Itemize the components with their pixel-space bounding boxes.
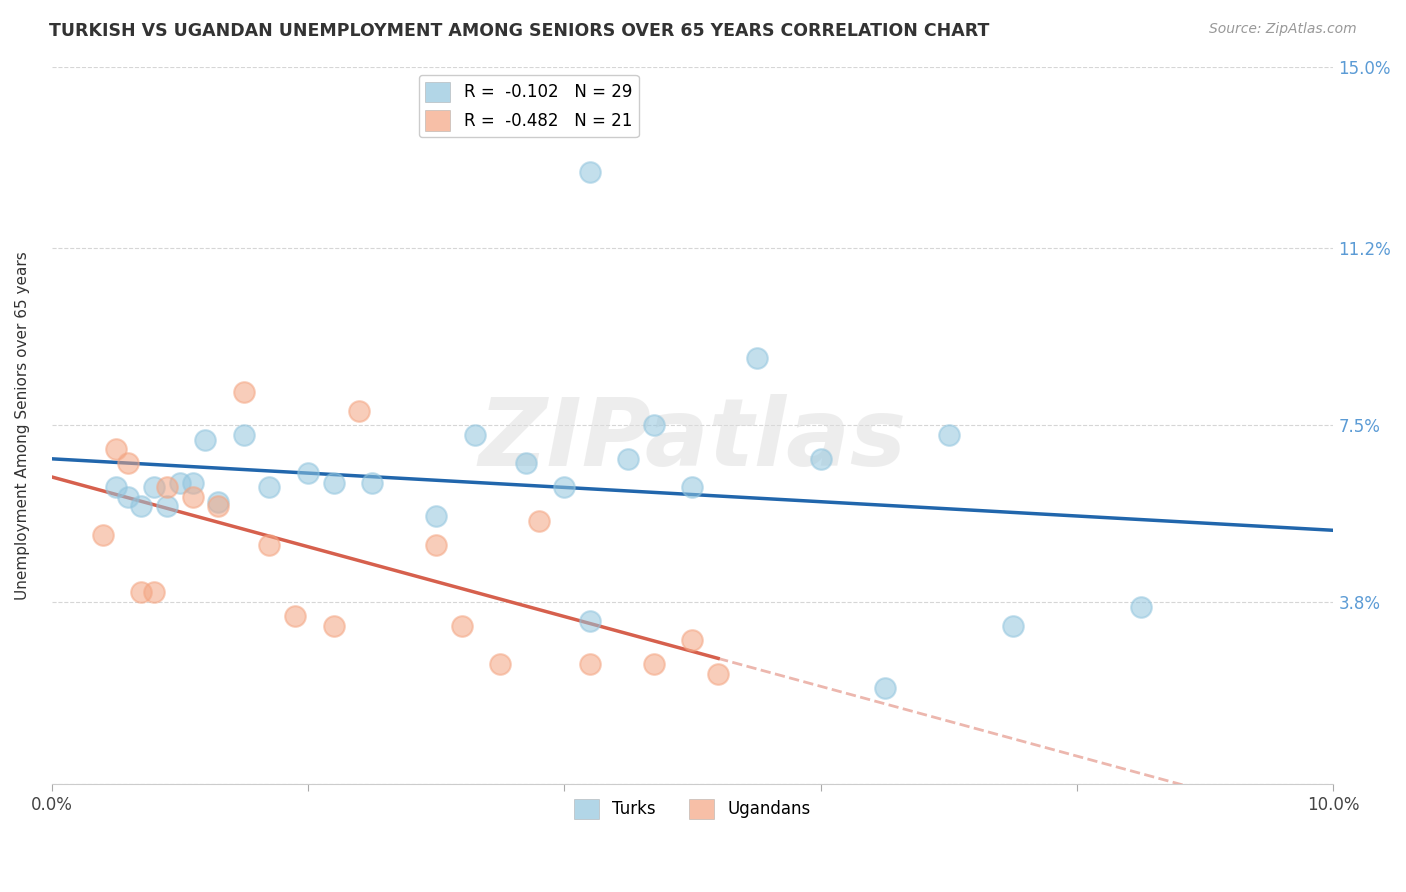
Point — [682, 480, 704, 494]
Text: ZIPatlas: ZIPatlas — [478, 393, 907, 485]
Point — [617, 451, 640, 466]
Point — [207, 494, 229, 508]
Point — [707, 666, 730, 681]
Y-axis label: Unemployment Among Seniors over 65 years: Unemployment Among Seniors over 65 years — [15, 251, 30, 599]
Point — [232, 384, 254, 399]
Point — [1130, 599, 1153, 614]
Point — [810, 451, 832, 466]
Point — [117, 457, 139, 471]
Point — [425, 508, 447, 523]
Point — [143, 480, 166, 494]
Point — [489, 657, 512, 672]
Point — [259, 538, 281, 552]
Point — [156, 500, 179, 514]
Point — [322, 619, 344, 633]
Point — [104, 442, 127, 456]
Point — [347, 404, 370, 418]
Point — [181, 475, 204, 490]
Point — [259, 480, 281, 494]
Point — [361, 475, 384, 490]
Point — [873, 681, 896, 695]
Point — [104, 480, 127, 494]
Point — [143, 585, 166, 599]
Text: TURKISH VS UGANDAN UNEMPLOYMENT AMONG SENIORS OVER 65 YEARS CORRELATION CHART: TURKISH VS UGANDAN UNEMPLOYMENT AMONG SE… — [49, 22, 990, 40]
Point — [297, 466, 319, 480]
Point — [643, 657, 665, 672]
Text: Source: ZipAtlas.com: Source: ZipAtlas.com — [1209, 22, 1357, 37]
Point — [1001, 619, 1024, 633]
Point — [450, 619, 472, 633]
Point — [284, 609, 307, 624]
Point — [425, 538, 447, 552]
Point — [745, 351, 768, 366]
Point — [207, 500, 229, 514]
Point — [938, 427, 960, 442]
Point — [322, 475, 344, 490]
Point — [156, 480, 179, 494]
Point — [181, 490, 204, 504]
Point — [553, 480, 575, 494]
Point — [194, 433, 217, 447]
Point — [129, 500, 152, 514]
Point — [527, 514, 550, 528]
Point — [169, 475, 191, 490]
Point — [579, 614, 602, 628]
Point — [682, 633, 704, 648]
Point — [643, 418, 665, 433]
Point — [579, 165, 602, 179]
Point — [232, 427, 254, 442]
Point — [117, 490, 139, 504]
Point — [464, 427, 486, 442]
Point — [515, 457, 537, 471]
Legend: Turks, Ugandans: Turks, Ugandans — [568, 792, 817, 826]
Point — [579, 657, 602, 672]
Point — [129, 585, 152, 599]
Point — [91, 528, 114, 542]
